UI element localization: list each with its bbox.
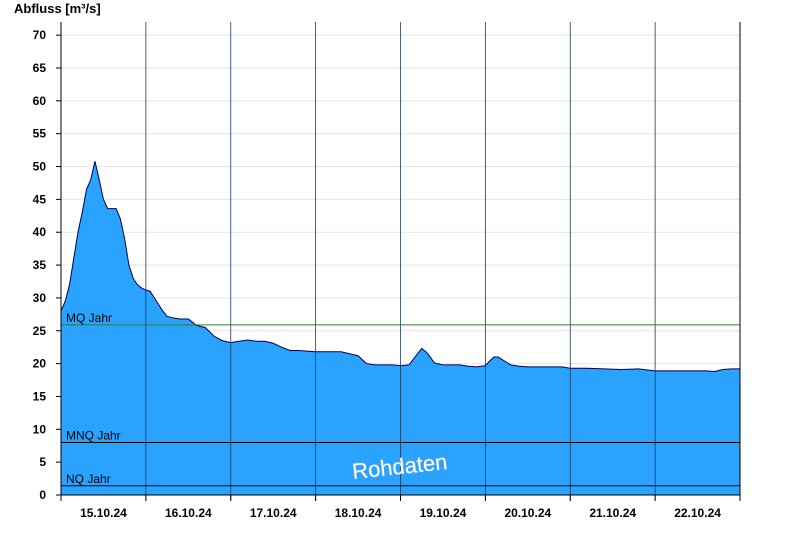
discharge-line: [60, 161, 740, 372]
y-axis-title: Abfluss [m³/s]: [14, 1, 101, 16]
y-tick-label-35: 35: [33, 258, 47, 272]
y-tick-label-15: 15: [33, 389, 47, 403]
y-tick-label-30: 30: [33, 291, 47, 305]
y-tick-label-55: 55: [33, 127, 47, 141]
y-tick-label-20: 20: [33, 357, 47, 371]
y-tick-label-50: 50: [33, 160, 47, 174]
y-tick-label-5: 5: [39, 455, 46, 469]
day-separator-lines: [145, 22, 656, 501]
axes: 0 5 10 15 20 25 30 35 40 45 50 55 60 65 70 15.10.24 16.1…: [33, 22, 741, 520]
x-tick-label-15.10.24: 15.10.24: [80, 506, 127, 520]
x-tick-label-16.10.24: 16.10.24: [165, 506, 212, 520]
reference-lines: MQ Jahr MNQ Jahr NQ Jahr: [61, 311, 740, 487]
y-tick-label-0: 0: [39, 488, 46, 502]
y-tick-label-70: 70: [33, 28, 47, 42]
x-tick-label-17.10.24: 17.10.24: [250, 506, 297, 520]
y-tick-label-65: 65: [33, 61, 47, 75]
y-tick-label-60: 60: [33, 94, 47, 108]
x-tick-label-20.10.24: 20.10.24: [504, 506, 551, 520]
x-tick-label-21.10.24: 21.10.24: [589, 506, 636, 520]
reference-label-mq-jahr: MQ Jahr: [66, 311, 112, 325]
y-tick-label-25: 25: [33, 324, 47, 338]
reference-label-nq-jahr: NQ Jahr: [66, 472, 111, 486]
y-tick-label-40: 40: [33, 225, 47, 239]
y-tick-label-10: 10: [33, 422, 47, 436]
x-tick-label-22.10.24: 22.10.24: [674, 506, 721, 520]
reference-label-mnq-jahr: MNQ Jahr: [66, 428, 121, 442]
x-tick-label-19.10.24: 19.10.24: [420, 506, 467, 520]
x-tick-label-18.10.24: 18.10.24: [335, 506, 382, 520]
y-tick-label-45: 45: [33, 192, 47, 206]
